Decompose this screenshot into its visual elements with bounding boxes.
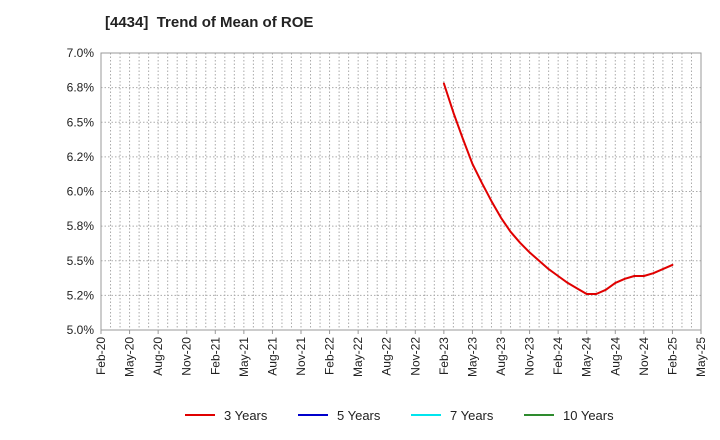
x-tick-label: Aug-24 [608,337,622,376]
x-tick-label: May-25 [694,337,708,377]
x-tick-label: Feb-23 [437,337,451,375]
y-tick-label: 5.2% [67,288,95,302]
legend-label: 7 Years [450,408,494,423]
grid [101,53,701,330]
x-axis-ticks: Feb-20 May-20 Aug-20 Nov-20 Feb-21 May-21 Aug-… [94,330,708,377]
x-tick-label: Nov-24 [637,337,651,376]
y-tick-label: 6.5% [67,115,95,129]
x-tick-label: Aug-22 [380,337,394,376]
x-tick-label: May-23 [465,337,479,377]
x-tick-label: May-21 [237,337,251,377]
legend-label: 10 Years [563,408,614,423]
chart-title: [4434] Trend of Mean of ROE [105,14,314,31]
y-tick-label: 7.0% [67,46,95,60]
y-axis-ticks: 7.0% 6.8% 6.5% 6.2% 6.0% 5.8% 5.5% 5.2% 5.0% [67,46,95,337]
x-tick-label: Feb-21 [208,337,222,375]
x-tick-label: Feb-25 [665,337,679,375]
x-tick-label: Aug-21 [265,337,279,376]
x-tick-label: Nov-20 [180,337,194,376]
y-tick-label: 6.8% [67,81,95,95]
x-tick-label: Feb-22 [323,337,337,375]
legend: 3 Years 5 Years 7 Years 10 Years [185,408,614,423]
plot-area [100,52,702,331]
x-tick-label: Nov-21 [294,337,308,376]
x-tick-label: Nov-23 [523,337,537,376]
x-tick-label: Aug-20 [151,337,165,376]
legend-label: 5 Years [337,408,381,423]
x-tick-label: Aug-23 [494,337,508,376]
y-tick-label: 6.0% [67,185,95,199]
legend-label: 3 Years [224,408,268,423]
x-tick-label: Feb-24 [551,337,565,375]
y-tick-label: 5.8% [67,219,95,233]
x-tick-label: May-22 [351,337,365,377]
x-tick-label: May-24 [580,337,594,377]
y-tick-label: 6.2% [67,150,95,164]
x-tick-label: May-20 [123,337,137,377]
x-tick-label: Feb-20 [94,337,108,375]
y-tick-label: 5.0% [67,323,95,337]
x-tick-label: Nov-22 [408,337,422,376]
series-lines [442,82,674,295]
y-tick-label: 5.5% [67,254,95,268]
series-line-3-years [442,82,674,295]
